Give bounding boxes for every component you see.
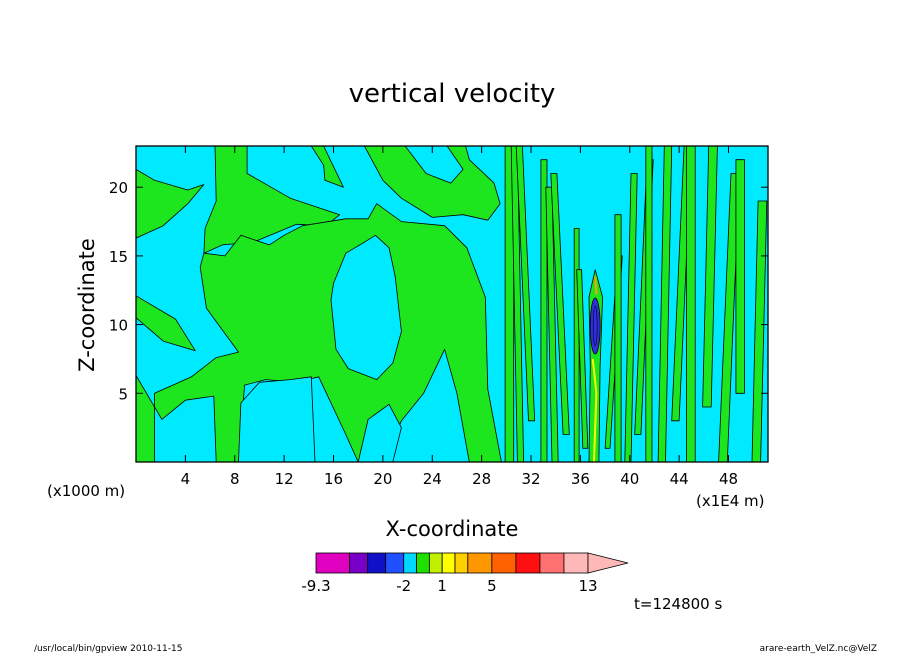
- colorbar-swatch: [315, 552, 351, 574]
- colorbar-swatch: [491, 552, 517, 574]
- field-band: [614, 214, 622, 462]
- colorbar-swatch: [467, 552, 493, 574]
- plot-frame: [135, 145, 769, 463]
- x-tick-label: 36: [571, 470, 590, 488]
- y-axis-ticks: 5 10 15 20: [109, 179, 768, 403]
- colorbar-tick-label: -2: [396, 577, 411, 595]
- field-region: [136, 169, 205, 239]
- field-region: [310, 146, 344, 188]
- velocity-field: [136, 146, 768, 462]
- field-region: [136, 295, 196, 352]
- colorbar-tick-label: 13: [578, 577, 597, 595]
- updraft-orange-tip: [594, 276, 598, 295]
- x-tick-label: 8: [230, 470, 240, 488]
- x-tick-label: 28: [472, 470, 491, 488]
- colorbar-swatch: [403, 552, 417, 574]
- x-axis-ticks: 4 8 12 16 20 24 28 32 36 40 44 48: [181, 146, 738, 488]
- y-tick-label: 20: [109, 179, 128, 197]
- x-unit-label: (x1000 m): [47, 482, 125, 500]
- field-region: [404, 146, 464, 184]
- colorbar-extension: [587, 552, 629, 574]
- field-band: [624, 173, 638, 462]
- colorbar-swatch: [454, 552, 469, 574]
- updraft-core-inner: [592, 305, 598, 347]
- colorbar-swatch: [349, 552, 369, 574]
- colorbar: -9.3 -2 1 5 13: [301, 552, 629, 595]
- x-tick-label: 4: [181, 470, 191, 488]
- x-tick-label: 40: [620, 470, 639, 488]
- footer-right: arare-earth_VelZ.nc@VelZ: [760, 644, 877, 654]
- x-axis-label: X-coordinate: [386, 517, 519, 541]
- y-tick-label: 5: [118, 385, 128, 403]
- field-band: [510, 146, 524, 462]
- field-region: [203, 146, 341, 254]
- colorbar-swatch: [563, 552, 589, 574]
- updraft-yellow-streak: [591, 358, 598, 462]
- field-band: [550, 173, 570, 435]
- field-band: [515, 146, 536, 422]
- field-band: [645, 146, 653, 462]
- field-band: [735, 159, 745, 394]
- x-tick-label: 16: [324, 470, 343, 488]
- field-band: [702, 146, 718, 408]
- field-band: [504, 146, 515, 462]
- x-tick-label: 32: [521, 470, 540, 488]
- updraft-core: [589, 297, 601, 355]
- colorbar-swatch: [539, 552, 565, 574]
- chart-title: vertical velocity: [349, 79, 556, 109]
- x-tick-label: 44: [670, 470, 689, 488]
- y-tick-label: 10: [109, 317, 128, 335]
- field-region: [136, 203, 502, 462]
- footer-left: /usr/local/bin/gpview 2010-11-15: [34, 644, 182, 654]
- time-label: t=124800 s: [634, 595, 722, 613]
- x-tick-label: 12: [275, 470, 294, 488]
- x-tick-label: 20: [373, 470, 392, 488]
- colorbar-swatch: [515, 552, 541, 574]
- field-band: [751, 200, 768, 462]
- colorbar-swatch: [367, 552, 387, 574]
- y-axis-label: Z-coordinate: [75, 238, 99, 372]
- colorbar-swatch: [385, 552, 405, 574]
- colorbar-swatch: [441, 552, 456, 574]
- field-band: [576, 269, 589, 449]
- field-band: [540, 159, 548, 462]
- field-band: [686, 146, 696, 462]
- y-tick-label: 15: [109, 248, 128, 266]
- colorbar-tick-label: -9.3: [301, 577, 330, 595]
- x-tick-label: 24: [423, 470, 442, 488]
- colorbar-swatch: [416, 552, 430, 574]
- field-region: [357, 403, 402, 462]
- field-region: [238, 376, 316, 462]
- colorbar-swatch: [428, 552, 443, 574]
- field-region: [330, 234, 402, 380]
- colorbar-tick-label: 5: [487, 577, 497, 595]
- z-unit-label: (x1E4 m): [696, 492, 765, 510]
- colorbar-tick-label: 1: [437, 577, 447, 595]
- field-band: [657, 146, 673, 462]
- x-tick-label: 48: [719, 470, 738, 488]
- field-region: [364, 146, 501, 221]
- field-band: [573, 228, 580, 462]
